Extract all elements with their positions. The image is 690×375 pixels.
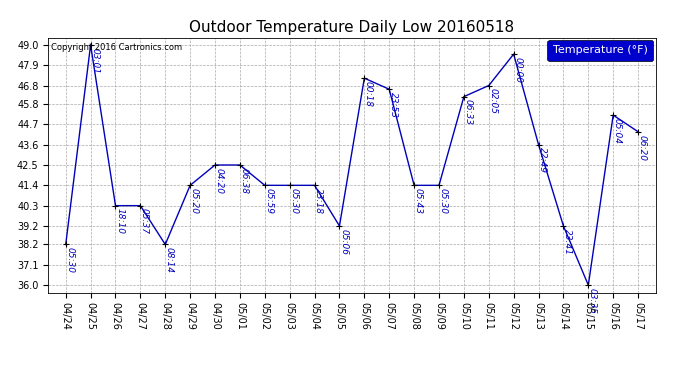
Text: 05:04: 05:04 <box>613 118 622 144</box>
Text: 05:06: 05:06 <box>339 229 348 255</box>
Text: 06:33: 06:33 <box>464 99 473 125</box>
Text: 02:05: 02:05 <box>489 88 497 114</box>
Text: 03:01: 03:01 <box>90 48 99 74</box>
Title: Outdoor Temperature Daily Low 20160518: Outdoor Temperature Daily Low 20160518 <box>189 20 515 35</box>
Text: 22:49: 22:49 <box>538 147 547 174</box>
Text: 04:20: 04:20 <box>215 168 224 194</box>
Text: 06:20: 06:20 <box>638 135 647 160</box>
Text: 05:59: 05:59 <box>264 188 273 214</box>
Text: 05:20: 05:20 <box>190 188 199 214</box>
Text: 00:18: 00:18 <box>364 81 373 107</box>
Text: Copyright 2016 Cartronics.com: Copyright 2016 Cartronics.com <box>51 43 182 52</box>
Text: 05:30: 05:30 <box>289 188 298 214</box>
Text: 23:53: 23:53 <box>389 92 398 118</box>
Text: 05:43: 05:43 <box>414 188 423 214</box>
Text: 18:10: 18:10 <box>115 209 124 234</box>
Text: 05:30: 05:30 <box>66 247 75 273</box>
Legend: Temperature (°F): Temperature (°F) <box>547 40 653 61</box>
Text: 05:37: 05:37 <box>140 209 149 234</box>
Text: 06:38: 06:38 <box>239 168 248 194</box>
Text: 05:30: 05:30 <box>439 188 448 214</box>
Text: 23:18: 23:18 <box>314 188 323 214</box>
Text: 23:41: 23:41 <box>563 229 572 255</box>
Text: 08:14: 08:14 <box>165 247 174 273</box>
Text: 00:00: 00:00 <box>513 57 522 83</box>
Text: 03:35: 03:35 <box>588 288 597 314</box>
